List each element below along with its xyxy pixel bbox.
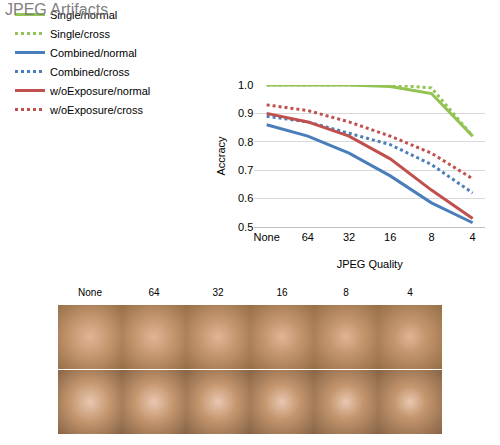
svg-text:32: 32 [343,231,355,243]
svg-text:JPEG Quality: JPEG Quality [337,258,404,270]
html-text:4: 4 [407,287,413,298]
html-text:16: 16 [276,287,288,298]
svg-text:0.7: 0.7 [238,164,253,176]
svg-text:w/oExposure/normal: w/oExposure/normal [49,85,150,97]
svg-text:w/oExposure/cross: w/oExposure/cross [49,104,143,116]
svg-text:16: 16 [384,231,396,243]
svg-text:0.9: 0.9 [238,107,253,119]
svg-text:0.8: 0.8 [238,136,253,148]
svg-text:Single/normal: Single/normal [50,9,117,21]
svg-text:8: 8 [428,231,434,243]
svg-text:0.6: 0.6 [238,192,253,204]
svg-text:1.0: 1.0 [238,79,253,91]
svg-text:Single/cross: Single/cross [50,28,110,40]
svg-text:Combined/normal: Combined/normal [50,47,137,59]
html-text:32: 32 [212,287,224,298]
svg-text:Combined/cross: Combined/cross [50,66,130,78]
html-text:None: None [78,287,102,298]
svg-text:None: None [254,231,280,243]
svg-text:Accracy: Accracy [215,136,227,176]
svg-text:64: 64 [302,231,314,243]
svg-text:0.5: 0.5 [238,221,253,233]
svg-text:JPEG Artifacts: JPEG Artifacts [5,1,108,18]
html-text:8: 8 [343,287,349,298]
html-text:64: 64 [148,287,160,298]
svg-text:4: 4 [470,231,476,243]
